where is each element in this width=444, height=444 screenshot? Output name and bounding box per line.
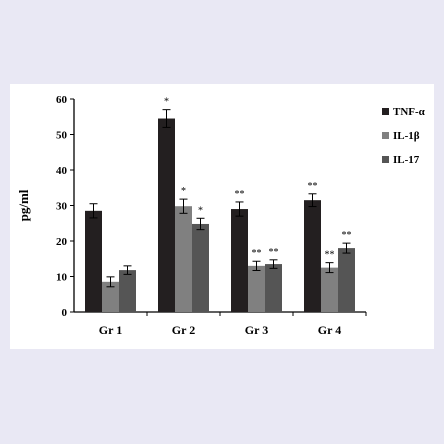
y-tick-label: 20 bbox=[56, 236, 68, 248]
significance-label: ** bbox=[308, 181, 318, 192]
chart-bars: ******* ******** bbox=[85, 97, 355, 313]
legend-label: TNF-α bbox=[393, 106, 426, 118]
bar bbox=[338, 248, 355, 312]
legend-label: IL-17 bbox=[393, 154, 420, 166]
legend-label: IL-1β bbox=[393, 130, 420, 142]
bar bbox=[304, 200, 321, 312]
legend-swatch bbox=[382, 132, 389, 139]
bar bbox=[265, 264, 282, 312]
significance-label: ** bbox=[269, 247, 279, 258]
bar bbox=[192, 223, 209, 312]
bar bbox=[102, 281, 119, 312]
x-tick-label: Gr 3 bbox=[245, 323, 268, 337]
bar bbox=[158, 118, 175, 313]
x-tick-label: Gr 2 bbox=[172, 323, 195, 337]
bar bbox=[321, 267, 338, 312]
x-tick-label: Gr 4 bbox=[318, 323, 341, 337]
x-tick-label: Gr 1 bbox=[99, 323, 122, 337]
significance-label: * bbox=[164, 97, 169, 108]
chart-legend: TNF-α IL-1β IL-17 bbox=[382, 106, 426, 166]
significance-label: ** bbox=[325, 250, 335, 261]
y-axis-title: pg/ml bbox=[16, 189, 31, 221]
significance-label: ** bbox=[342, 230, 352, 241]
y-tick-label: 10 bbox=[56, 272, 68, 284]
y-tick-label: 60 bbox=[56, 94, 68, 106]
y-tick-label: 50 bbox=[56, 130, 68, 142]
legend-swatch bbox=[382, 156, 389, 163]
significance-label: * bbox=[181, 186, 186, 197]
bar bbox=[248, 265, 265, 312]
legend-swatch bbox=[382, 108, 389, 115]
bar bbox=[231, 209, 248, 312]
bar bbox=[175, 206, 192, 312]
chart-panel: 0 10 20 30 40 50 60 Gr 1 Gr 2 Gr 3 Gr 4 * * * ** ** ** *… bbox=[10, 84, 434, 349]
bar bbox=[85, 210, 102, 312]
significance-label: ** bbox=[252, 248, 262, 259]
y-tick-label: 40 bbox=[56, 165, 68, 177]
significance-label: * bbox=[198, 205, 203, 216]
chart-axes: 0 10 20 30 40 50 60 Gr 1 Gr 2 Gr 3 Gr 4 bbox=[56, 94, 367, 337]
y-tick-label: 0 bbox=[62, 307, 68, 319]
bar bbox=[119, 270, 136, 312]
significance-label: ** bbox=[235, 189, 245, 200]
y-tick-label: 30 bbox=[56, 201, 68, 213]
